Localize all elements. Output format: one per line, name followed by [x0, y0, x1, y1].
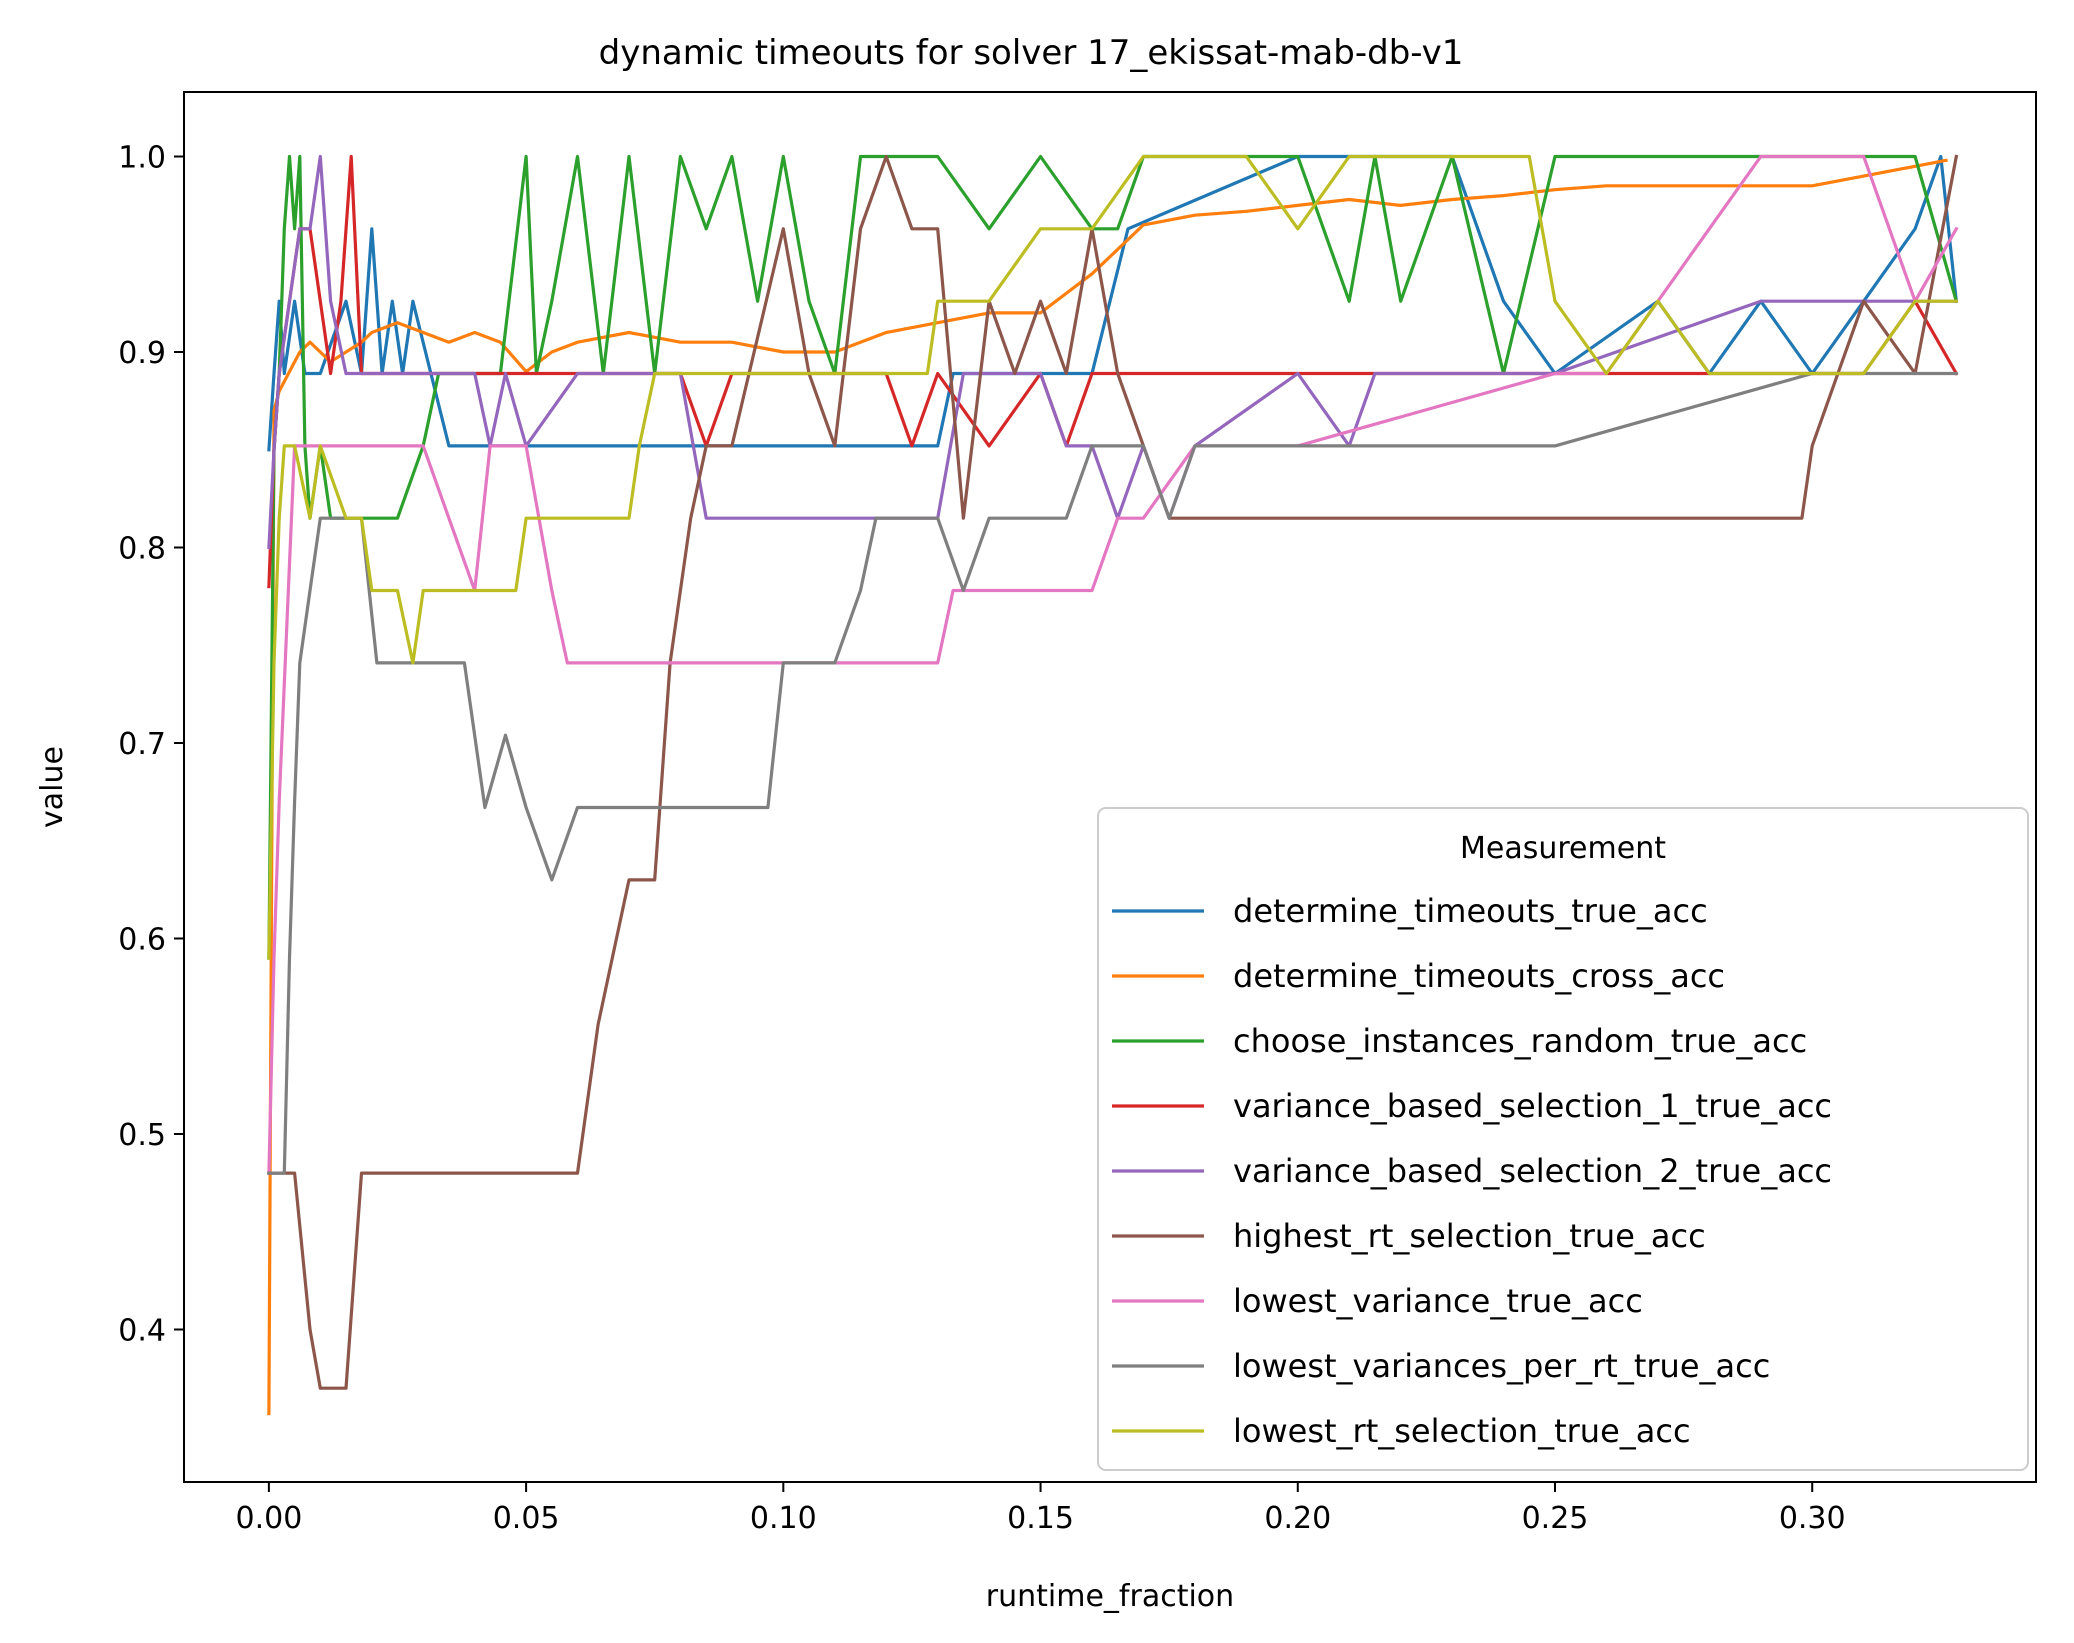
axes-layer: 0.00 0.05 0.10 0.15 0.20 0.25 0.30 0.4 0.5 0.6 0.7…	[118, 141, 1845, 1536]
series-line-lowest_variances_per_rt_true_acc	[267, 371, 1958, 1175]
x-tick-label: 0.05	[493, 1501, 560, 1536]
legend: Measurement determine_timeouts_true_accd…	[1097, 807, 2029, 1471]
legend-label: determine_timeouts_cross_acc	[1233, 957, 1725, 995]
y-tick-label: 0.7	[118, 727, 166, 762]
chart-title: dynamic timeouts for solver 17_ekissat-m…	[599, 33, 1464, 73]
legend-label: variance_based_selection_2_true_acc	[1233, 1152, 1832, 1190]
legend-label: lowest_rt_selection_true_acc	[1233, 1412, 1691, 1450]
legend-label: variance_based_selection_1_true_acc	[1233, 1087, 1832, 1125]
legend-label: lowest_variances_per_rt_true_acc	[1233, 1347, 1770, 1385]
legend-label: determine_timeouts_true_acc	[1233, 892, 1708, 930]
series-line-lowest_rt_selection_true_acc	[267, 154, 1958, 960]
x-tick-label: 0.25	[1522, 1501, 1589, 1536]
series-line-variance_based_selection_1_true_acc	[267, 154, 1959, 589]
series-line-determine_timeouts_true_acc	[267, 154, 1959, 452]
legend-box	[1097, 807, 2029, 1471]
x-axis-label: runtime_fraction	[986, 1579, 1234, 1614]
series-line-lowest_variance_true_acc	[267, 154, 1959, 1175]
y-axis-label: value	[35, 746, 70, 828]
series-line-highest_rt_selection_true_acc	[267, 154, 1959, 1390]
x-tick-label: 0.00	[235, 1501, 302, 1536]
series-layer	[267, 154, 1959, 1416]
x-tick-label: 0.15	[1007, 1501, 1074, 1536]
x-tick-label: 0.20	[1264, 1501, 1331, 1536]
legend-label: lowest_variance_true_acc	[1233, 1282, 1643, 1320]
legend-title: Measurement	[1460, 831, 1666, 866]
y-tick-label: 0.4	[118, 1314, 166, 1349]
legend-label: highest_rt_selection_true_acc	[1233, 1217, 1706, 1255]
legend-label: choose_instances_random_true_acc	[1233, 1022, 1807, 1060]
x-tick-label: 0.10	[750, 1501, 817, 1536]
y-tick-label: 1.0	[118, 141, 166, 176]
y-tick-label: 0.6	[118, 923, 166, 958]
series-line-determine_timeouts_cross_acc	[267, 158, 1948, 1416]
y-tick-label: 0.5	[118, 1118, 166, 1153]
legend-entries: determine_timeouts_true_acc determine_tim…	[1112, 892, 1832, 1450]
y-tick-label: 0.9	[118, 336, 166, 371]
y-tick-label: 0.8	[118, 532, 166, 567]
x-tick-label: 0.30	[1779, 1501, 1846, 1536]
plot-area-frame	[183, 91, 2037, 1483]
series-line-variance_based_selection_2_true_acc	[267, 154, 1958, 550]
